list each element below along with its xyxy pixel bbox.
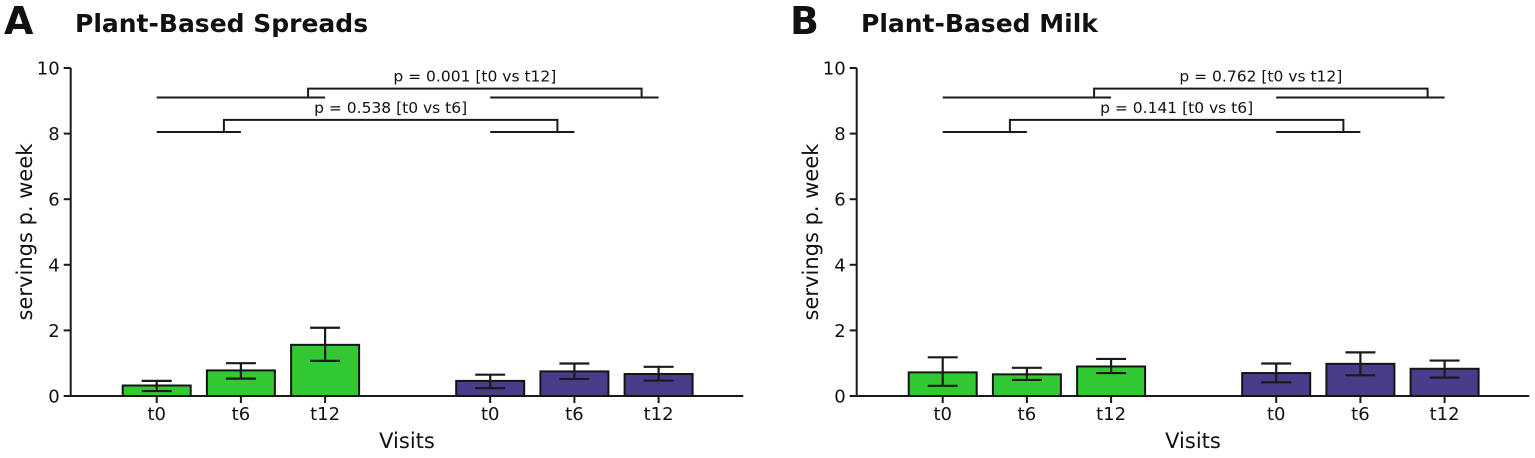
x-tick-label: t12 [1430,404,1460,425]
panel-a-y-axis-label: servings p. week [13,143,37,321]
y-tick-label: 2 [834,321,845,342]
panel-a-title: Plant-Based Spreads [75,9,368,38]
panel-b-title: Plant-Based Milk [861,9,1099,38]
y-tick-label: 10 [37,59,60,80]
p-value-label: p = 0.538 [t0 vs t6] [314,99,467,117]
y-tick-label: 8 [48,124,59,145]
panel-b-x-axis-label: Visits [1165,429,1221,453]
x-tick-label: t0 [147,404,166,425]
panel-b-y-axis-label: servings p. week [799,143,823,321]
y-tick-label: 0 [48,387,59,408]
significance-bracket [307,87,643,98]
x-tick-label: t12 [644,404,674,425]
y-tick-label: 6 [48,190,59,211]
p-value-label: p = 0.762 [t0 vs t12] [1179,68,1342,86]
significance-bracket [1008,118,1345,132]
x-tick-label: t12 [1096,404,1126,425]
p-value-label: p = 0.001 [t0 vs t12] [393,68,556,86]
x-tick-label: t6 [232,404,251,425]
panel-b-plot: 0 2 4 6 8 10 t0 t6 t12 t0 t6 t12 p = 0.141 [t0 vs t6… [823,59,1530,425]
x-tick-label: t0 [1267,404,1286,425]
axes [855,68,1530,397]
axes [69,68,744,397]
x-tick-label: t6 [1351,404,1370,425]
y-tick-label: 10 [823,59,846,80]
y-tick-label: 8 [834,124,845,145]
p-value-label: p = 0.141 [t0 vs t6] [1100,99,1253,117]
y-tick-label: 4 [48,255,59,276]
significance-bracket [1093,87,1429,98]
x-tick-label: t6 [1018,404,1037,425]
y-tick-label: 0 [834,387,845,408]
panel-a-letter: A [4,0,34,43]
x-tick-label: t6 [565,404,584,425]
significance-bracket [222,118,559,132]
y-tick-label: 2 [48,321,59,342]
panel-a-x-axis-label: Visits [379,429,435,453]
x-tick-label: t0 [933,404,952,425]
y-tick-label: 6 [834,190,845,211]
y-tick-label: 4 [834,255,845,276]
x-tick-label: t0 [481,404,500,425]
panel-a-plot: 0 2 4 6 8 10 t0 t6 t12 t0 t6 t12 p = 0.538 [t0 vs t6… [37,59,744,425]
x-tick-label: t12 [310,404,340,425]
panel-b-letter: B [790,0,819,43]
